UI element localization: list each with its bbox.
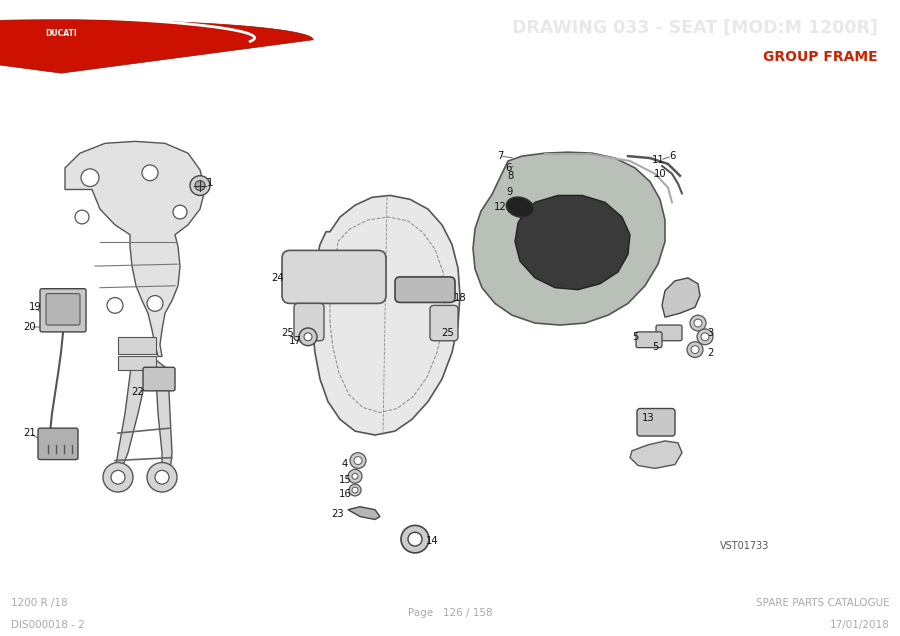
Text: 17/01/2018: 17/01/2018	[830, 619, 889, 630]
Text: 5: 5	[632, 332, 638, 342]
Circle shape	[75, 210, 89, 224]
Text: 20: 20	[23, 322, 36, 332]
FancyBboxPatch shape	[46, 294, 80, 325]
Text: 5: 5	[652, 342, 658, 352]
Circle shape	[350, 453, 366, 469]
Text: Page   126 / 158: Page 126 / 158	[408, 608, 492, 618]
Text: 13: 13	[642, 413, 654, 424]
Circle shape	[401, 525, 429, 553]
Text: 21: 21	[23, 428, 36, 438]
Circle shape	[701, 333, 709, 341]
Circle shape	[107, 298, 123, 314]
Circle shape	[147, 462, 177, 492]
Circle shape	[155, 471, 169, 484]
Circle shape	[408, 532, 422, 546]
Polygon shape	[65, 141, 205, 356]
Circle shape	[190, 176, 210, 195]
Circle shape	[690, 315, 706, 331]
Text: 23: 23	[332, 509, 345, 518]
FancyBboxPatch shape	[143, 367, 175, 391]
Circle shape	[103, 462, 133, 492]
Circle shape	[687, 342, 703, 357]
Ellipse shape	[506, 197, 534, 218]
FancyBboxPatch shape	[118, 337, 156, 354]
Text: 7: 7	[497, 151, 503, 161]
FancyBboxPatch shape	[430, 305, 458, 341]
Text: 19: 19	[29, 302, 41, 312]
Text: 1: 1	[207, 177, 213, 188]
Text: 11: 11	[652, 155, 664, 165]
Text: 25: 25	[442, 328, 454, 338]
Text: 12: 12	[493, 202, 507, 212]
Text: SPARE PARTS CATALOGUE: SPARE PARTS CATALOGUE	[756, 598, 889, 608]
Polygon shape	[155, 359, 172, 473]
Polygon shape	[473, 152, 665, 325]
Polygon shape	[662, 278, 700, 317]
Circle shape	[111, 471, 125, 484]
Text: 6: 6	[669, 151, 675, 161]
Text: 17: 17	[289, 336, 302, 346]
Circle shape	[352, 487, 358, 493]
Polygon shape	[115, 359, 148, 473]
Circle shape	[299, 328, 317, 345]
Circle shape	[81, 169, 99, 186]
Polygon shape	[515, 195, 630, 289]
Circle shape	[142, 165, 158, 181]
Text: 14: 14	[426, 536, 438, 546]
Circle shape	[352, 473, 358, 480]
Text: 3: 3	[706, 328, 713, 338]
Circle shape	[349, 484, 361, 496]
Text: 6: 6	[505, 163, 511, 173]
FancyBboxPatch shape	[637, 408, 675, 436]
Text: 4: 4	[342, 459, 348, 469]
Text: GROUP FRAME: GROUP FRAME	[763, 50, 877, 64]
Text: 15: 15	[338, 475, 351, 485]
Polygon shape	[348, 507, 380, 520]
FancyBboxPatch shape	[636, 332, 662, 348]
Text: 25: 25	[282, 328, 294, 338]
Text: 10: 10	[653, 169, 666, 179]
Text: 9: 9	[507, 188, 513, 197]
Text: 1200 R /18: 1200 R /18	[11, 598, 68, 608]
FancyBboxPatch shape	[118, 356, 156, 370]
Circle shape	[694, 319, 702, 327]
Polygon shape	[0, 20, 313, 73]
Circle shape	[304, 333, 312, 341]
FancyBboxPatch shape	[395, 277, 455, 303]
Circle shape	[691, 345, 699, 354]
FancyBboxPatch shape	[282, 251, 386, 303]
Polygon shape	[312, 195, 460, 435]
Text: 2: 2	[706, 347, 713, 357]
Text: 16: 16	[338, 489, 351, 499]
Text: VST01733: VST01733	[720, 541, 770, 551]
FancyBboxPatch shape	[38, 428, 78, 460]
Text: DIS000018 - 2: DIS000018 - 2	[11, 619, 85, 630]
Text: 24: 24	[272, 273, 284, 283]
Polygon shape	[630, 441, 682, 469]
Circle shape	[348, 469, 362, 483]
FancyBboxPatch shape	[294, 303, 324, 341]
Circle shape	[195, 181, 205, 190]
Circle shape	[173, 205, 187, 219]
Text: 18: 18	[454, 293, 466, 303]
Circle shape	[147, 296, 163, 311]
Text: 8: 8	[507, 170, 513, 181]
FancyBboxPatch shape	[40, 289, 86, 332]
Text: DRAWING 033 - SEAT [MOD:M 1200R]: DRAWING 033 - SEAT [MOD:M 1200R]	[511, 19, 878, 37]
Circle shape	[354, 457, 362, 464]
Circle shape	[697, 329, 713, 345]
Text: DUCATI: DUCATI	[45, 29, 77, 38]
FancyBboxPatch shape	[656, 325, 682, 341]
Text: 22: 22	[131, 387, 144, 397]
